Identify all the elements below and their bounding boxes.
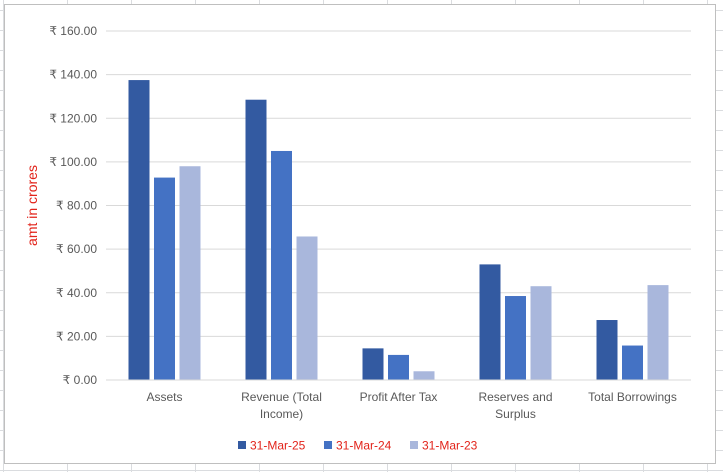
bar bbox=[128, 80, 150, 380]
legend-swatch bbox=[238, 441, 246, 449]
bar bbox=[505, 296, 526, 380]
y-tick-label: ₹ 100.00 bbox=[49, 155, 97, 169]
y-tick-label: ₹ 80.00 bbox=[56, 199, 97, 213]
bar bbox=[179, 166, 201, 380]
x-tick-label: Reserves and Surplus bbox=[478, 390, 552, 421]
y-tick-label: ₹ 120.00 bbox=[49, 111, 97, 125]
y-axis-label: amt in crores bbox=[24, 165, 40, 246]
bar bbox=[530, 286, 552, 380]
y-tick-label: ₹ 20.00 bbox=[56, 329, 97, 343]
bar bbox=[596, 320, 618, 380]
x-tick-label: Profit After Tax bbox=[360, 390, 438, 404]
legend-item[interactable]: 31-Mar-23 bbox=[410, 439, 478, 453]
y-tick-label: ₹ 0.00 bbox=[63, 373, 98, 387]
x-tick-label: Total Borrowings bbox=[588, 390, 677, 404]
y-axis-ticks: ₹ 0.00 ₹ 20.00 ₹ 40.00 ₹ 60.00 ₹ 80.00 ₹ 100.… bbox=[49, 24, 97, 387]
bar bbox=[296, 236, 318, 380]
y-tick-label: ₹ 40.00 bbox=[56, 286, 97, 300]
bar bbox=[271, 150, 292, 380]
legend-swatch bbox=[324, 441, 332, 449]
legend-swatch bbox=[410, 441, 418, 449]
bar bbox=[362, 348, 384, 380]
legend-item[interactable]: 31-Mar-24 bbox=[324, 439, 392, 453]
legend-label: 31-Mar-23 bbox=[422, 439, 478, 453]
chart-area[interactable]: ₹ 0.00 ₹ 20.00 ₹ 40.00 ₹ 60.00 ₹ 80.00 ₹ 100.… bbox=[4, 4, 716, 464]
bar bbox=[413, 371, 435, 380]
bar bbox=[647, 285, 669, 380]
bar bbox=[388, 354, 409, 380]
x-tick-label: Assets bbox=[146, 390, 182, 404]
x-axis-categories: Assets Revenue (Total Income) Profit After … bbox=[146, 390, 676, 421]
bar bbox=[154, 177, 175, 380]
y-tick-label: ₹ 140.00 bbox=[49, 68, 97, 82]
legend-item[interactable]: 31-Mar-25 bbox=[238, 439, 306, 453]
bar bbox=[479, 264, 501, 380]
x-tick-label: Revenue (Total Income) bbox=[241, 390, 322, 421]
y-tick-label: ₹ 160.00 bbox=[49, 24, 97, 38]
legend-label: 31-Mar-24 bbox=[336, 439, 392, 453]
bar bbox=[622, 345, 643, 380]
bar-chart: ₹ 0.00 ₹ 20.00 ₹ 40.00 ₹ 60.00 ₹ 80.00 ₹ 100.… bbox=[24, 24, 691, 453]
bars bbox=[128, 80, 669, 380]
gridlines bbox=[106, 30, 691, 337]
y-tick-label: ₹ 60.00 bbox=[56, 242, 97, 256]
legend-label: 31-Mar-25 bbox=[250, 439, 306, 453]
bar bbox=[245, 99, 267, 380]
legend[interactable]: 31-Mar-25 31-Mar-24 31-Mar-23 bbox=[238, 439, 478, 453]
